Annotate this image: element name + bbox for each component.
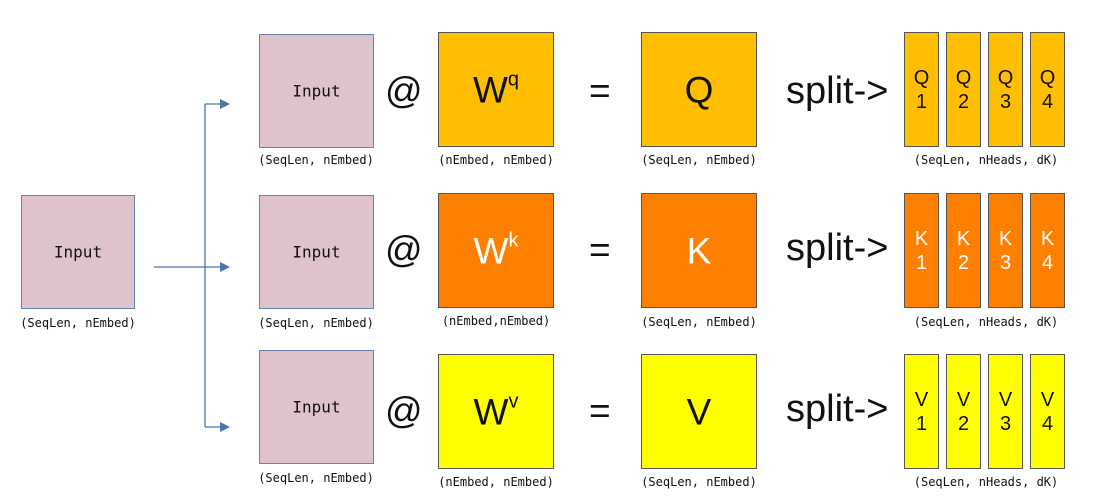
row-v-equals-symbol: = — [589, 390, 611, 431]
row-k-result-label: K — [686, 230, 712, 271]
row-q-matmul-symbol: @ — [385, 70, 423, 111]
row-k-head-3-index: 3 — [999, 251, 1012, 274]
row-q-head-4-index: 4 — [1041, 90, 1054, 113]
row-v-weight-superscript: v — [508, 390, 519, 412]
row-v-head-3-letter: V — [998, 388, 1013, 411]
row-k-result-box: K — [641, 193, 757, 308]
row-q-split-label: split-> — [786, 70, 889, 112]
row-v-head-1-letter: V — [914, 388, 929, 411]
row-q-equals-symbol: = — [589, 70, 611, 111]
row-k-head-1-index: 1 — [915, 251, 928, 274]
row-k-input-dims: (SeqLen, nEmbed) — [258, 316, 374, 330]
row-k-result-dims: (SeqLen, nEmbed) — [641, 315, 757, 329]
row-q-input-dims: (SeqLen, nEmbed) — [258, 153, 374, 167]
source-input-dims: (SeqLen, nEmbed) — [20, 316, 136, 330]
row-q-result-label: Q — [684, 69, 714, 110]
row-v-input-label: Input — [292, 397, 341, 417]
row-k-head-2-letter: K — [956, 227, 971, 250]
row-k-matmul-symbol: @ — [385, 229, 423, 270]
row-q-heads-dims: (SeqLen, nHeads, dK) — [913, 153, 1059, 167]
row-k-weight-base: W — [473, 230, 509, 271]
row-v-head-2-index: 2 — [957, 412, 970, 435]
row-v-weight-dims: (nEmbed, nEmbed) — [438, 475, 554, 489]
row-q-head-3-index: 3 — [999, 90, 1012, 113]
row-q-head-2-letter: Q — [955, 66, 972, 89]
source-input-label: Input — [53, 242, 103, 262]
row-k-head-4-letter: K — [1040, 227, 1055, 250]
row-v-result-label: V — [686, 391, 712, 432]
row-k-input-label: Input — [292, 242, 341, 262]
row-v-result-box: V — [641, 354, 757, 469]
row-k-equals-symbol: = — [589, 229, 611, 270]
row-k-weight-superscript: k — [508, 229, 519, 251]
row-q-weight-base: W — [472, 69, 508, 110]
row-v-weight-base: W — [473, 391, 509, 432]
row-v-input-box: Input — [259, 350, 374, 464]
source-input-box: Input — [21, 195, 135, 309]
row-k-heads-dims: (SeqLen, nHeads, dK) — [913, 315, 1059, 329]
row-q-weight-box: Wq — [438, 32, 554, 147]
row-v-head-4-index: 4 — [1041, 412, 1054, 435]
row-v-heads-dims: (SeqLen, nHeads, dK) — [913, 475, 1059, 489]
row-q-result-dims: (SeqLen, nEmbed) — [641, 153, 757, 167]
row-v-split-label: split-> — [786, 388, 889, 430]
row-v-head-1-index: 1 — [915, 412, 928, 435]
row-q-input-box: Input — [259, 34, 374, 148]
row-q-weight-label: Wq — [439, 68, 553, 110]
row-q-input-label: Input — [292, 81, 341, 101]
row-v-result-dims: (SeqLen, nEmbed) — [641, 475, 757, 489]
row-q-weight-dims: (nEmbed, nEmbed) — [438, 153, 554, 167]
row-k-head-1-letter: K — [914, 227, 929, 250]
row-q-head-1-letter: Q — [913, 66, 930, 89]
row-k-input-box: Input — [259, 195, 374, 309]
row-k-head-4-index: 4 — [1041, 251, 1054, 274]
row-q-head-1-index: 1 — [915, 90, 928, 113]
row-k-weight-dims: (nEmbed,nEmbed) — [441, 314, 551, 328]
row-v-input-dims: (SeqLen, nEmbed) — [258, 471, 374, 485]
row-q-result-box: Q — [641, 32, 757, 147]
row-k-head-3-letter: K — [998, 227, 1013, 250]
row-k-weight-box: Wk — [438, 193, 554, 308]
row-q-head-4-letter: Q — [1039, 66, 1056, 89]
row-q-head-2-index: 2 — [957, 90, 970, 113]
row-q-weight-superscript: q — [507, 68, 520, 90]
row-v-head-2-letter: V — [956, 388, 971, 411]
row-k-split-label: split-> — [786, 227, 889, 269]
row-v-weight-box: Wv — [438, 354, 554, 469]
row-v-head-3-index: 3 — [999, 412, 1012, 435]
row-q-head-3-letter: Q — [997, 66, 1014, 89]
row-k-weight-label: Wk — [439, 229, 553, 271]
row-k-head-2-index: 2 — [957, 251, 970, 274]
row-v-head-4-letter: V — [1040, 388, 1055, 411]
row-v-matmul-symbol: @ — [385, 390, 423, 431]
row-v-weight-label: Wv — [439, 390, 553, 432]
